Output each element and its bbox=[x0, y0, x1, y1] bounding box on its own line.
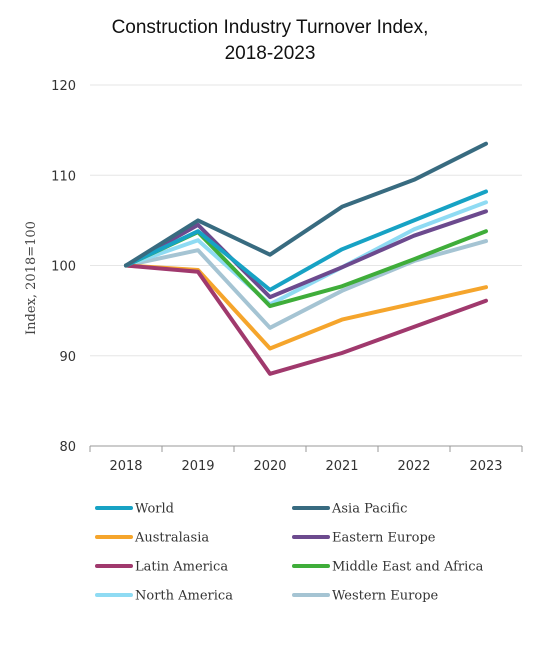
legend-label: World bbox=[135, 502, 174, 517]
y-tick-label: 120 bbox=[51, 79, 76, 94]
legend-item-eastern-europe: Eastern Europe bbox=[292, 531, 436, 546]
series-line-eastern-europe bbox=[124, 209, 488, 300]
y-tick-label: 90 bbox=[59, 350, 76, 365]
legend-label: North America bbox=[135, 589, 233, 604]
legend-label: Asia Pacific bbox=[331, 502, 407, 517]
legend-item-australasia: Australasia bbox=[95, 531, 209, 546]
series-lines bbox=[124, 141, 488, 376]
legend-label: Eastern Europe bbox=[332, 531, 436, 546]
x-tick-label: 2019 bbox=[181, 459, 214, 474]
x-tick-label: 2022 bbox=[397, 459, 430, 474]
legend-item-world: World bbox=[95, 502, 174, 517]
legend-label: Western Europe bbox=[332, 589, 439, 604]
y-tick-label: 110 bbox=[51, 169, 76, 184]
series-line-latin-america bbox=[124, 263, 488, 376]
legend: World Asia Pacific Australasia Eastern Euro… bbox=[95, 502, 484, 604]
x-tick-label: 2023 bbox=[469, 459, 502, 474]
legend-item-western-europe: Western Europe bbox=[292, 589, 439, 604]
x-tick-label: 2020 bbox=[253, 459, 286, 474]
legend-item-middle-east-and-africa: Middle East and Africa bbox=[292, 560, 484, 575]
axes: 80 90 100 110 120 2018 2019 2020 2021 2022 2023 bbox=[51, 79, 523, 474]
y-axis-label: Index, 2018=100 bbox=[24, 221, 39, 335]
legend-label: Latin America bbox=[135, 560, 228, 575]
legend-item-asia-pacific: Asia Pacific bbox=[292, 502, 407, 517]
series-line-world bbox=[124, 189, 488, 292]
series-line-north-america bbox=[124, 200, 488, 307]
y-tick-label: 80 bbox=[59, 440, 76, 455]
legend-item-north-america: North America bbox=[95, 589, 233, 604]
series-line-australasia bbox=[124, 263, 488, 351]
x-tick-label: 2018 bbox=[109, 459, 142, 474]
legend-label: Middle East and Africa bbox=[332, 560, 484, 575]
chart-title-line-2: 2018-2023 bbox=[225, 43, 316, 64]
legend-label: Australasia bbox=[134, 531, 209, 546]
legend-item-latin-america: Latin America bbox=[95, 560, 228, 575]
x-tick-label: 2021 bbox=[325, 459, 358, 474]
series-line-western-europe bbox=[124, 239, 488, 330]
series-line-asia-pacific bbox=[124, 141, 488, 268]
y-tick-label: 100 bbox=[51, 260, 76, 275]
chart-title-line-1: Construction Industry Turnover Index, bbox=[112, 17, 429, 38]
gridlines bbox=[90, 84, 522, 357]
